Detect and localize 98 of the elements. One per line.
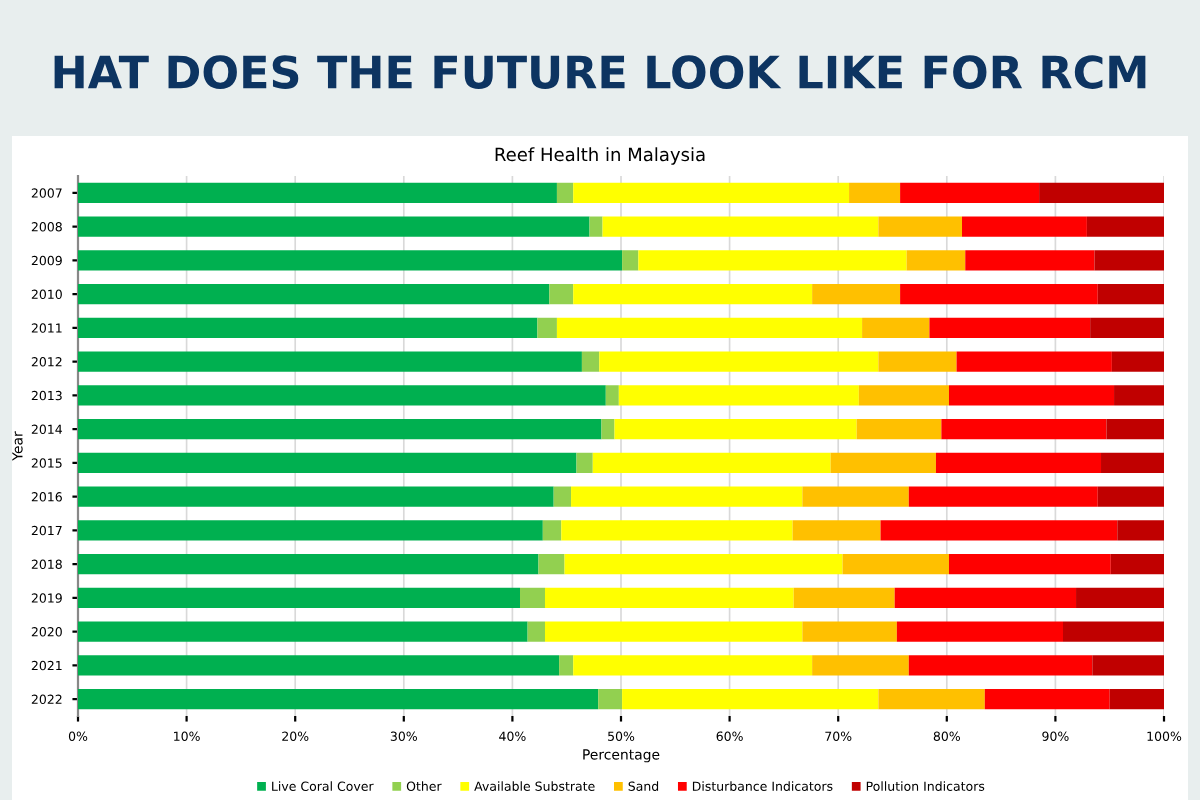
bar [553,486,572,507]
bar [956,351,1112,372]
bar [878,351,957,372]
bar [802,486,909,507]
bar [849,182,901,203]
bar [78,621,528,642]
bar [812,655,909,676]
bar [793,587,895,608]
bar [527,621,545,642]
bar [1114,385,1164,406]
bar [571,486,803,507]
bar [965,250,1095,271]
bar [880,520,1118,541]
bar [1092,655,1164,676]
bar [1117,520,1164,541]
bar [856,419,942,440]
bar [962,216,1087,237]
bar [576,452,593,473]
bar [601,419,615,440]
bar [618,385,859,406]
bar [544,587,794,608]
bar [78,351,582,372]
bar [542,520,562,541]
bar [638,250,907,271]
bar [1063,621,1164,642]
bar [842,554,949,575]
bar [78,216,590,237]
bar [538,554,565,575]
bar [878,216,962,237]
bar [78,317,538,338]
bar [984,689,1110,710]
bar [537,317,557,338]
bar [929,317,1091,338]
bar [1106,419,1164,440]
bar [564,554,843,575]
bar [78,689,599,710]
bar [894,587,1077,608]
bar [598,689,623,710]
bar [858,385,949,406]
bar [599,351,879,372]
bar [78,655,560,676]
bar [78,452,577,473]
bar [573,284,813,305]
bar [935,452,1102,473]
bar [78,486,554,507]
bar [1086,216,1164,237]
bar [1090,317,1164,338]
bar [908,655,1093,676]
bar [900,182,1040,203]
bar [573,182,850,203]
bar [556,317,863,338]
bar [1109,689,1164,710]
text: HAT DOES THE FUTURE LOOK LIKE FOR RCM [54,55,1146,89]
bar [78,419,602,440]
bar [561,520,793,541]
bar [948,554,1111,575]
bar [559,655,574,676]
bar [1076,587,1164,608]
bar [614,419,857,440]
bar [78,385,606,406]
bar [549,284,574,305]
bar [941,419,1107,440]
bar [878,689,985,710]
bar [948,385,1115,406]
bar [78,587,520,608]
bar [78,554,539,575]
bar [1094,250,1164,271]
bar [622,689,879,710]
bar [830,452,936,473]
bar [1097,486,1164,507]
bar [78,250,623,271]
bar [1111,351,1164,372]
bar [602,216,879,237]
bar [1101,452,1164,473]
bar [1097,284,1164,305]
bar [78,182,557,203]
bar [581,351,600,372]
bar [556,182,574,203]
bar [1110,554,1164,575]
chart-title: Reef Health in Malaysia [495,147,705,165]
bar [900,284,1098,305]
bar [520,587,545,608]
bar [622,250,639,271]
bar [792,520,881,541]
bar [812,284,901,305]
bar [573,655,813,676]
bar [862,317,930,338]
bar [1039,182,1164,203]
bar [908,486,1098,507]
bar [906,250,966,271]
bar [589,216,603,237]
bar [802,621,897,642]
bar [78,520,543,541]
bar [592,452,831,473]
bar [896,621,1063,642]
bar [605,385,619,406]
bar [78,284,550,305]
bar [544,621,803,642]
